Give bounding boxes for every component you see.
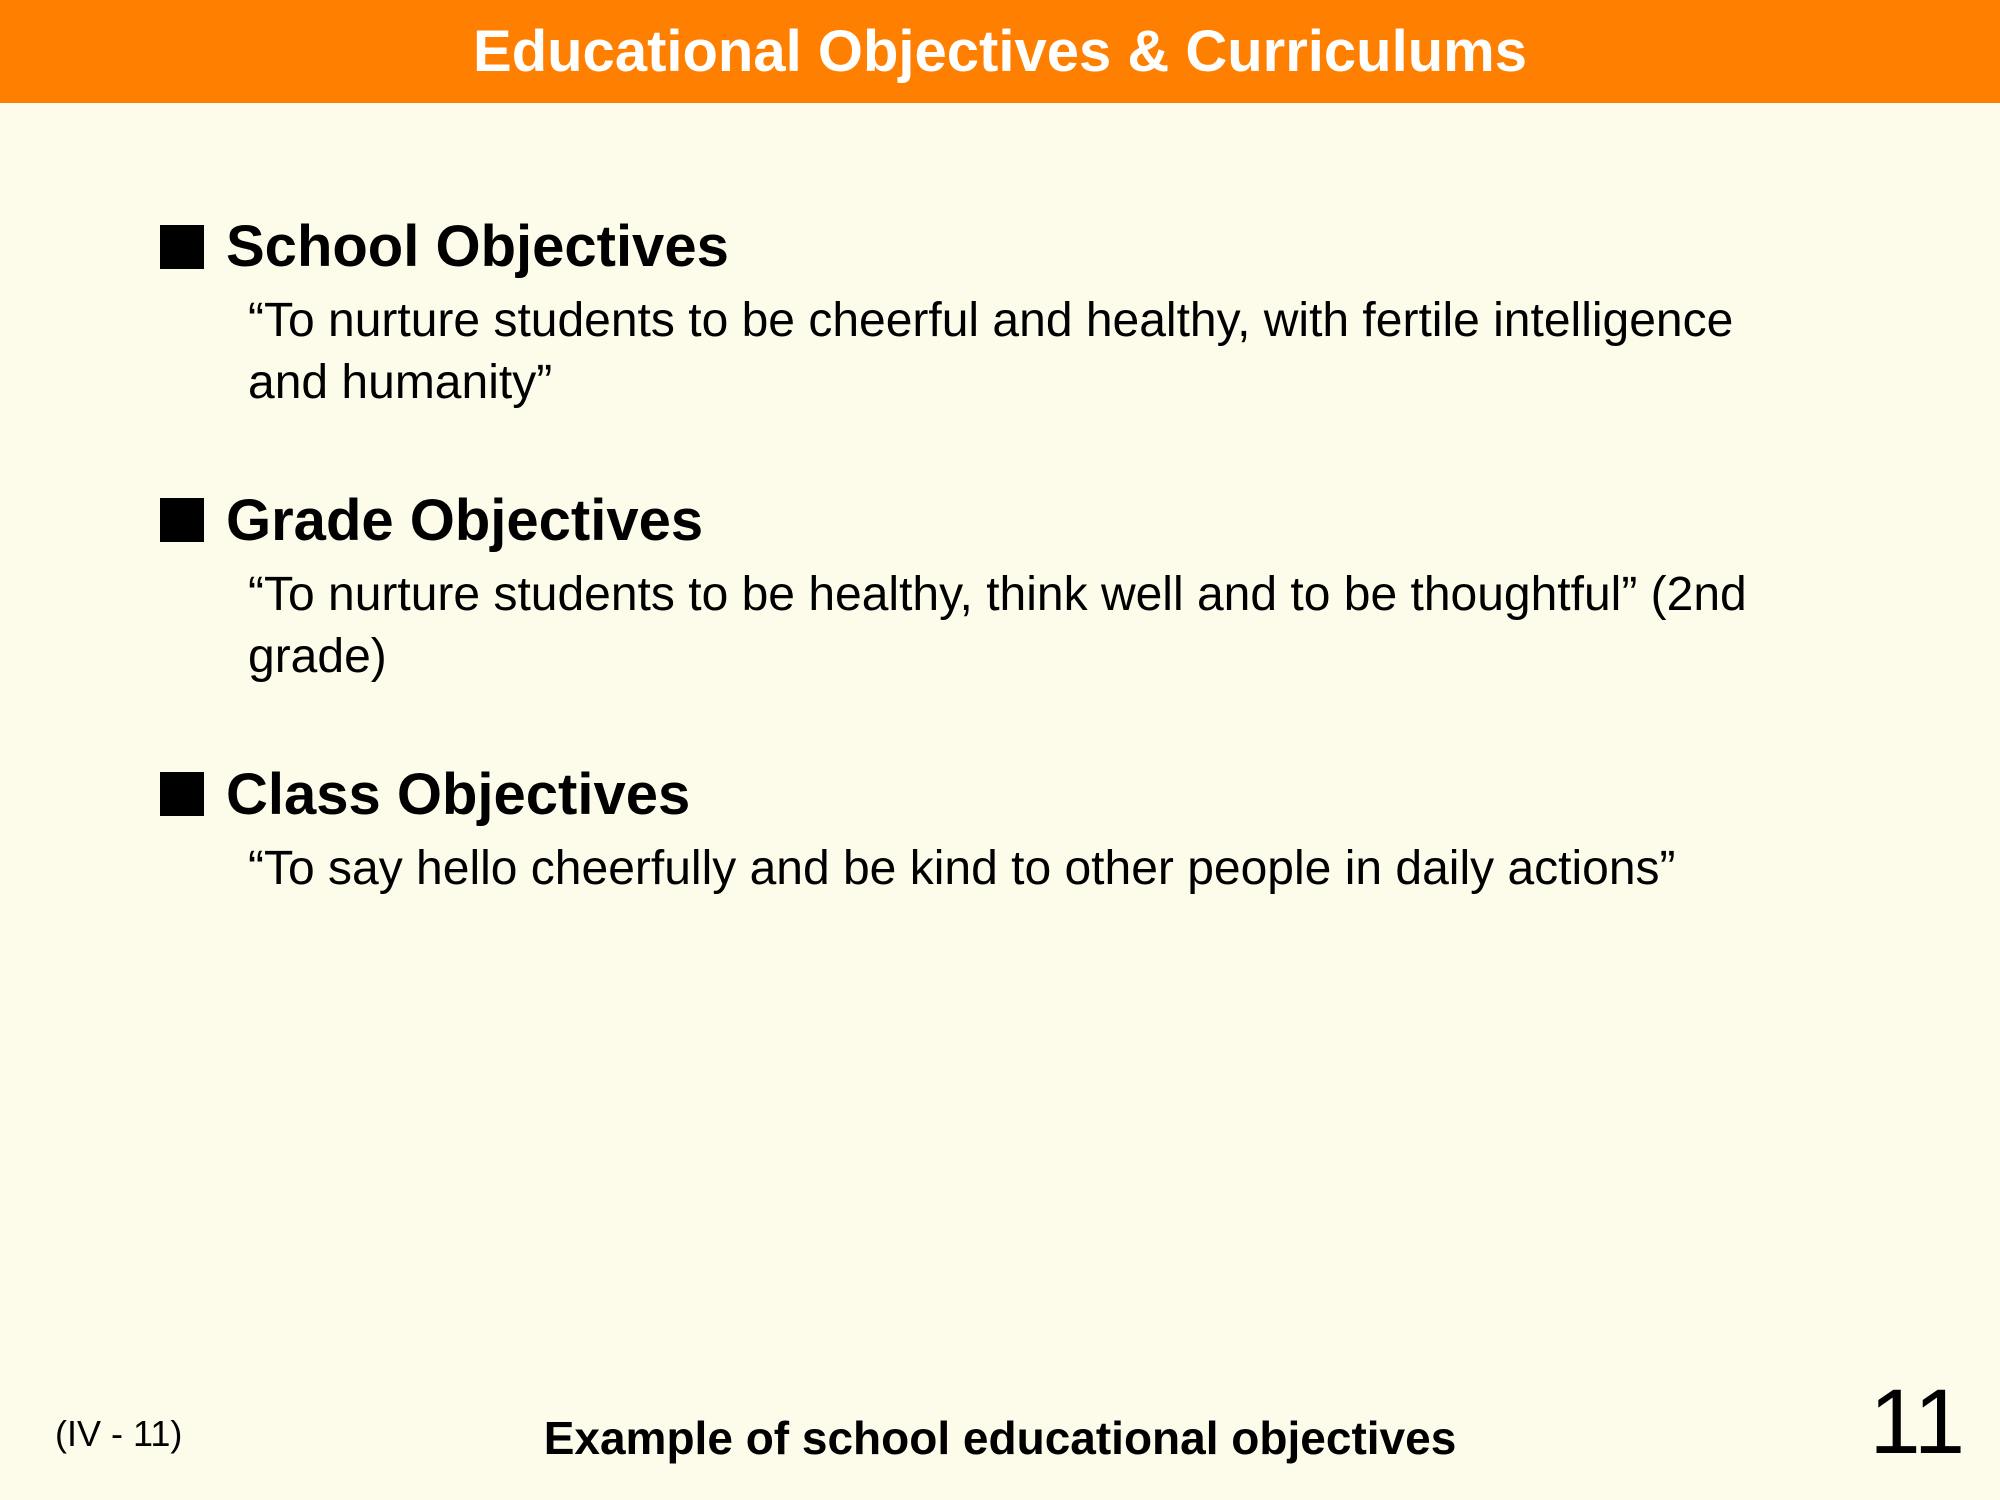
section-class-objectives: Class Objectives “To say hello cheerfull…	[160, 761, 1840, 900]
page-number: 11	[1869, 1370, 1965, 1475]
section-school-objectives: School Objectives “To nurture students t…	[160, 213, 1840, 415]
section-heading: Grade Objectives	[160, 487, 1840, 554]
heading-text: Grade Objectives	[226, 487, 703, 554]
slide-footer: (IV - 11) Example of school educational …	[0, 1411, 2000, 1465]
section-body: “To say hello cheerfully and be kind to …	[248, 838, 1748, 900]
slide-header: Educational Objectives & Curriculums	[0, 0, 2000, 103]
footer-reference: (IV - 11)	[55, 1413, 182, 1455]
bullet-square-icon	[160, 498, 204, 542]
footer-caption: Example of school educational objectives	[55, 1411, 1945, 1465]
section-heading: Class Objectives	[160, 761, 1840, 828]
slide-title: Educational Objectives & Curriculums	[473, 19, 1527, 84]
section-heading: School Objectives	[160, 213, 1840, 280]
bullet-square-icon	[160, 225, 204, 269]
bullet-square-icon	[160, 772, 204, 816]
section-body: “To nurture students to be healthy, thin…	[248, 564, 1748, 689]
heading-text: Class Objectives	[226, 761, 690, 828]
heading-text: School Objectives	[226, 213, 729, 280]
slide-content: School Objectives “To nurture students t…	[0, 103, 2000, 900]
section-grade-objectives: Grade Objectives “To nurture students to…	[160, 487, 1840, 689]
section-body: “To nurture students to be cheerful and …	[248, 290, 1748, 415]
